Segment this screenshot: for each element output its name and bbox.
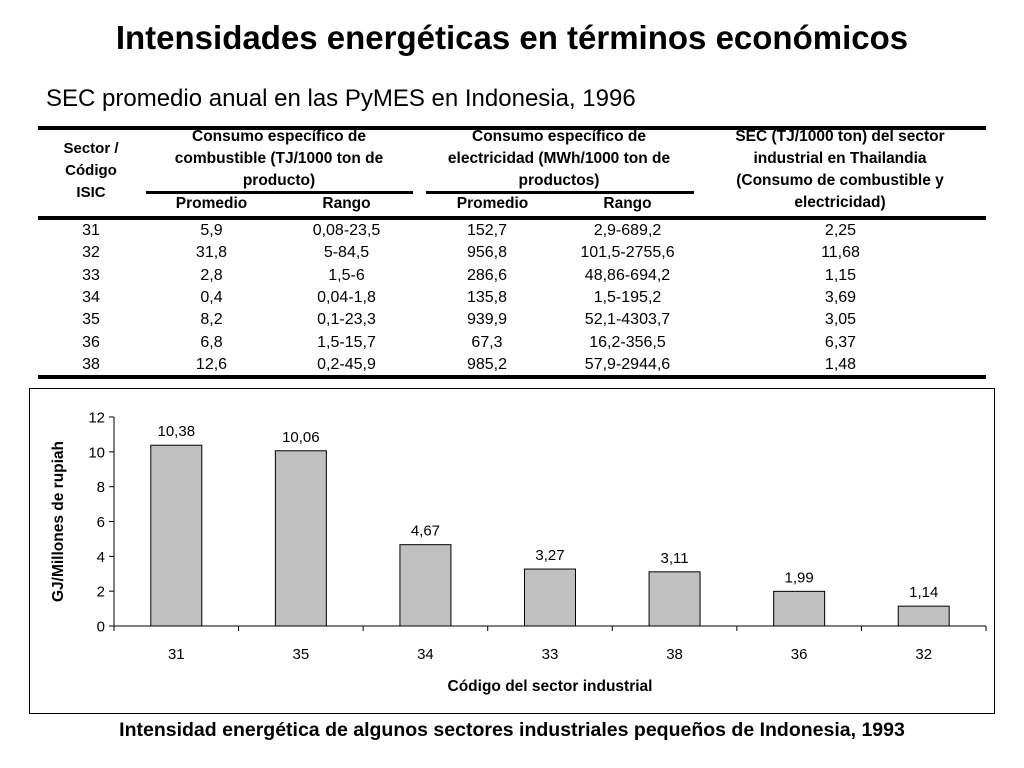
elec-underline: [426, 191, 694, 194]
table-cell: 5,9: [200, 222, 223, 240]
bar: [897, 605, 950, 627]
table-cell: 34: [82, 289, 100, 307]
header-fuel: Consumo específico de combustible (TJ/10…: [174, 128, 384, 189]
data-table-body: 31 5,9 0,08-23,5 152,7 2,9-689,2 2,25 32 31,8 5-…: [38, 220, 986, 376]
table-row: 31 5,9 0,08-23,5 152,7 2,9-689,2 2,25: [38, 220, 986, 242]
x-tick-label: 38: [666, 646, 683, 663]
y-tick-label: 8: [97, 479, 105, 496]
header-elec-rango: Rango: [603, 195, 652, 212]
table-cell: 33: [82, 266, 100, 284]
table-cell: 6,8: [200, 333, 223, 351]
header-bottom-rule: [38, 216, 986, 220]
table-row: 38 12,6 0,2-45,9 985,2 57,9-2944,6 1,48: [38, 354, 986, 376]
table-row: 33 2,8 1,5-6 286,6 48,86-694,2 1,15: [38, 265, 986, 287]
table-top-rule: [38, 126, 986, 130]
chart-caption: Intensidad energética de algunos sectore…: [119, 719, 905, 741]
table-cell: 38: [82, 355, 100, 373]
bar-chart-svg: 0 2 4 6 8 10 12 10,38 31 10,06 35 4,67 34 3,27 33 3,11 3…: [50, 410, 987, 695]
table-cell: 1,15: [824, 266, 857, 284]
y-tick-label: 6: [97, 514, 105, 531]
fuel-underline: [146, 191, 413, 194]
bar: [524, 568, 576, 627]
x-tick-label: 33: [542, 646, 559, 663]
y-tick-label: 4: [97, 549, 105, 566]
table-row: 34 0,4 0,04-1,8 135,8 1,5-195,2 3,69: [38, 287, 986, 309]
table-subtitle: SEC promedio anual en las PyMES en Indon…: [46, 85, 636, 112]
x-tick-label: 35: [293, 646, 310, 663]
table-cell: 0,1-23,3: [317, 311, 376, 329]
table-cell: 939,9: [466, 311, 508, 329]
table-cell: 0,4: [200, 289, 223, 307]
table-cell: 6,37: [824, 333, 857, 351]
x-tick-label: 32: [915, 646, 932, 663]
bar: [274, 450, 327, 627]
header-elec: Consumo específico de electricidad (MWh/…: [447, 128, 671, 189]
bar-value-label: 1,14: [909, 584, 938, 601]
bar: [150, 444, 203, 627]
y-tick-label: 10: [88, 444, 105, 461]
bar: [399, 544, 452, 627]
table-bottom-rule: [38, 375, 986, 379]
table-cell: 36: [82, 333, 100, 351]
x-tick-label: 31: [168, 646, 185, 663]
table-cell: 5-84,5: [323, 244, 370, 262]
header-elec-promedio: Promedio: [456, 195, 529, 212]
x-axis-title: Código del sector industrial: [448, 678, 653, 695]
table-cell: 3,69: [824, 289, 857, 307]
table-cell: 0,2-45,9: [317, 355, 376, 373]
page-title: Intensidades energéticas en términos eco…: [115, 19, 909, 56]
x-tick-label: 34: [417, 646, 434, 663]
bar-chart: 0 2 4 6 8 10 12 10,38 31 10,06 35 4,67 34 3,27 33 3,11 3…: [29, 388, 995, 714]
table-cell: 57,9-2944,6: [584, 355, 671, 373]
table-cell: 35: [82, 311, 100, 329]
table-cell: 31,8: [195, 244, 228, 262]
table-cell: 3,05: [824, 311, 857, 329]
table-cell: 2,8: [200, 266, 223, 284]
table-cell: 985,2: [466, 355, 508, 373]
table-cell: 1,5-6: [328, 266, 365, 284]
table-cell: 11,68: [821, 244, 860, 262]
header-fuel-rango: Rango: [322, 195, 371, 212]
table-cell: 956,8: [466, 244, 508, 262]
table-cell: 16,2-356,5: [589, 333, 666, 351]
table-cell: 101,5-2755,6: [580, 244, 675, 262]
bar-value-label: 3,11: [661, 550, 689, 567]
table-cell: 0,08-23,5: [312, 222, 381, 240]
table-cell: 67,3: [471, 333, 503, 351]
bar-value-label: 10,06: [282, 429, 320, 446]
header-thai: SEC (TJ/1000 ton) del sector industrial …: [735, 128, 945, 211]
table-cell: 286,6: [466, 266, 508, 284]
table-cell: 52,1-4303,7: [584, 311, 671, 329]
bar-value-label: 10,38: [158, 423, 196, 440]
header-sector: Sector / Código ISIC: [63, 140, 119, 201]
bar-value-label: 3,27: [535, 547, 564, 564]
table-cell: 152,7: [466, 222, 508, 240]
bar: [648, 571, 701, 627]
bar-value-label: 4,67: [411, 523, 440, 540]
table-cell: 1,5-195,2: [593, 289, 662, 307]
table-cell: 32: [82, 244, 100, 262]
table-row: 36 6,8 1,5-15,7 67,3 16,2-356,5 6,37: [38, 331, 986, 353]
table-cell: 1,5-15,7: [317, 333, 376, 351]
y-axis-title: GJ/Millones de rupiah: [50, 441, 67, 602]
table-cell: 2,9-689,2: [593, 222, 662, 240]
table-cell: 135,8: [466, 289, 508, 307]
x-tick-label: 36: [791, 646, 808, 663]
header-fuel-promedio: Promedio: [175, 195, 248, 212]
bar: [773, 590, 826, 627]
y-tick-label: 2: [97, 584, 105, 601]
table-row: 32 31,8 5-84,5 956,8 101,5-2755,6 11,68: [38, 242, 986, 264]
y-tick-label: 0: [97, 619, 105, 636]
bar-value-label: 1,99: [785, 569, 814, 586]
table-cell: 1,48: [824, 355, 857, 373]
table-cell: 48,86-694,2: [584, 266, 671, 284]
table-row: 35 8,2 0,1-23,3 939,9 52,1-4303,7 3,05: [38, 309, 986, 331]
y-tick-label: 12: [88, 410, 105, 427]
table-cell: 2,25: [824, 222, 857, 240]
table-cell: 0,04-1,8: [317, 289, 376, 307]
table-cell: 12,6: [195, 355, 228, 373]
table-cell: 31: [82, 222, 100, 240]
table-cell: 8,2: [200, 311, 223, 329]
